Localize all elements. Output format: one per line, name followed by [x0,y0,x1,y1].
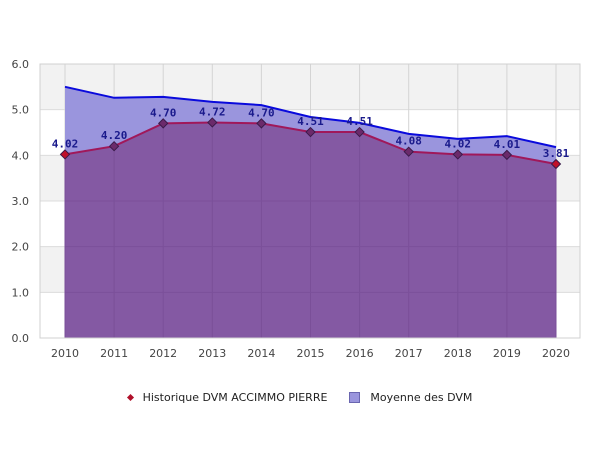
data-point-diamond-icon [452,149,464,160]
data-point-label: 4.70 [150,106,177,119]
x-tick-label: 2011 [100,347,128,360]
data-point-markers [59,117,562,170]
y-tick-label: 2.0 [12,241,30,254]
data-point-diamond-icon [59,149,71,160]
data-point-label: 4.51 [297,115,324,128]
data-point-diamond-icon [207,117,218,128]
vertical-grid-overlay [64,122,557,338]
y-tick-label: 5.0 [12,104,30,117]
x-tick-label: 2016 [346,347,374,360]
y-tick-label: 0.0 [12,332,30,345]
y-axis-ticks: 0.0 1.0 2.0 3.0 4.0 5.0 6.0 [12,58,30,345]
data-point-label: 4.08 [395,135,422,148]
x-tick-label: 2015 [297,347,325,360]
legend-label-historique: Historique DVM ACCIMMO PIERRE [142,390,328,404]
x-tick-label: 2018 [444,347,472,360]
data-point-diamond-icon [403,146,414,157]
x-tick-label: 2017 [395,347,423,360]
data-point-diamond-icon [550,158,562,170]
x-axis-ticks: 2010 2011 2012 2013 2014 2015 2016 2017 2018 2019… [51,347,570,360]
data-point-label: 4.72 [199,105,226,118]
y-tick-label: 6.0 [12,58,30,71]
diamond-marker-icon [126,393,134,401]
square-swatch-icon [349,391,361,403]
data-labels: 4.02 4.20 4.70 4.72 4.70 4.51 4.51 4.08 4.02 4.01… [52,105,570,160]
legend-item-moyenne[interactable]: Moyenne des DVM [349,391,472,404]
legend-item-historique[interactable]: Historique DVM ACCIMMO PIERRE [126,390,328,404]
data-point-diamond-icon [157,118,169,129]
data-point-label: 4.01 [494,138,521,151]
moyenne-line [64,85,557,149]
x-tick-label: 2014 [247,347,275,360]
data-point-diamond-icon [501,149,513,161]
x-tick-label: 2020 [542,347,570,360]
data-point-label: 4.20 [101,129,128,142]
legend-label-moyenne: Moyenne des DVM [370,390,473,404]
data-point-label: 4.70 [248,106,275,119]
chart-legend: Historique DVM ACCIMMO PIERRE Moyenne de… [0,388,600,406]
data-point-label: 4.02 [52,137,79,150]
data-point-diamond-icon [354,126,365,138]
data-point-diamond-icon [256,118,267,129]
data-point-label: 4.51 [346,115,373,128]
x-tick-label: 2013 [198,347,226,360]
plot-border [39,63,581,339]
data-point-diamond-icon [305,126,316,138]
x-tick-label: 2010 [51,347,79,360]
data-point-diamond-icon [108,140,120,152]
y-tick-label: 4.0 [12,149,30,162]
y-tick-label: 3.0 [12,195,30,208]
y-tick-label: 1.0 [12,286,30,299]
data-point-label: 3.81 [543,147,570,160]
x-tick-label: 2019 [493,347,521,360]
x-tick-label: 2012 [149,347,177,360]
data-point-label: 4.02 [445,137,472,150]
